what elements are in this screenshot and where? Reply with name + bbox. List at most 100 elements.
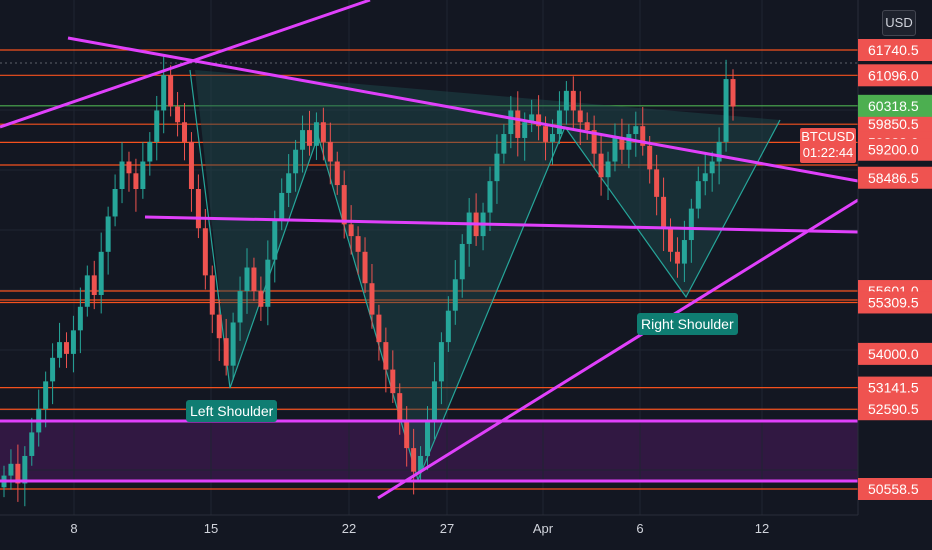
candle-body xyxy=(126,161,132,174)
candle-body xyxy=(362,251,368,284)
candle-body xyxy=(390,369,396,394)
candle-body xyxy=(279,192,285,221)
candle-body xyxy=(466,212,472,244)
candle-body xyxy=(626,134,632,150)
candle-body xyxy=(681,240,687,264)
annotation-right-shoulder[interactable]: Right Shoulder xyxy=(637,313,738,335)
candle-body xyxy=(716,141,722,162)
candle-body xyxy=(584,122,590,131)
y-tick-label: 59200.0 xyxy=(868,142,919,158)
candle-body xyxy=(43,381,49,409)
candle-body xyxy=(425,420,431,456)
candles xyxy=(1,55,736,507)
candle-body xyxy=(612,137,618,162)
candle-body xyxy=(306,130,312,146)
candle-body xyxy=(369,283,375,315)
price-level-tag xyxy=(858,398,932,421)
candle-body xyxy=(702,173,708,182)
candle-body xyxy=(175,106,181,123)
candle-body xyxy=(355,236,361,252)
support-resistance-lines xyxy=(0,49,858,490)
candle-body xyxy=(487,181,493,213)
pattern-fill xyxy=(195,70,780,480)
candle-body xyxy=(619,137,625,150)
price-level-tag xyxy=(858,291,932,314)
candle-body xyxy=(209,275,215,315)
candle-body xyxy=(77,306,83,331)
candle-body xyxy=(577,110,583,123)
candle-body xyxy=(119,161,125,189)
current-price-tag xyxy=(858,94,932,117)
candle-body xyxy=(237,291,243,323)
candle-body xyxy=(223,338,229,366)
candle-body xyxy=(272,220,278,260)
candle-body xyxy=(570,90,576,111)
y-tick-label: 54000.0 xyxy=(868,346,919,362)
candle-body xyxy=(418,455,424,472)
candle-body xyxy=(258,291,264,307)
currency-button[interactable]: USD xyxy=(882,10,916,36)
price-level-tag xyxy=(858,39,932,61)
candle-body xyxy=(543,126,549,142)
candle-body xyxy=(404,420,410,449)
candle-body xyxy=(633,126,639,135)
candle-body xyxy=(459,243,465,280)
candle-body xyxy=(161,75,167,111)
candle-body xyxy=(515,110,521,138)
candle-body xyxy=(251,267,257,292)
candle-body xyxy=(383,342,389,370)
y-tick-label: 53141.5 xyxy=(868,380,919,396)
candle-body xyxy=(8,463,14,476)
candle-body xyxy=(411,448,417,472)
neckline xyxy=(144,215,859,234)
candle-body xyxy=(84,275,90,307)
candle-body xyxy=(91,275,97,295)
y-tick-label: 61740.5 xyxy=(868,42,919,58)
candle-body xyxy=(730,79,736,107)
candle-body xyxy=(445,310,451,343)
candle-body xyxy=(529,114,535,123)
x-tick-label: 8 xyxy=(70,521,77,536)
candle-body xyxy=(286,173,292,193)
candle-body xyxy=(549,134,555,142)
candle-body xyxy=(376,314,382,343)
candle-body xyxy=(431,381,437,421)
candle-body xyxy=(709,161,715,174)
candle-body xyxy=(591,130,597,154)
trend-line-upper-left xyxy=(0,0,371,129)
candle-body xyxy=(688,208,694,241)
candle-body xyxy=(438,342,444,382)
candle-body xyxy=(536,114,542,127)
candle-body xyxy=(22,455,28,484)
time-axis[interactable] xyxy=(0,515,858,550)
x-tick-label: 12 xyxy=(755,521,769,536)
price-level-tag xyxy=(858,138,932,161)
price-axis-labels: 61740.561096.059850.559388.059200.058486… xyxy=(858,39,932,500)
annotation-left-shoulder[interactable]: Left Shoulder xyxy=(186,400,278,422)
y-tick-label: 59850.5 xyxy=(868,116,919,132)
candle-body xyxy=(133,173,139,189)
symbol-price-badge: BTCUSD 01:22:44 xyxy=(800,128,856,163)
candle-body xyxy=(140,161,146,189)
candle-body xyxy=(265,259,271,307)
candle-body xyxy=(147,141,153,162)
candle-body xyxy=(216,314,222,339)
price-level-tag xyxy=(858,64,932,87)
y-tick-label: 61096.0 xyxy=(868,67,919,83)
price-level-tag xyxy=(858,166,932,189)
candle-body xyxy=(674,251,680,264)
candle-body xyxy=(230,322,236,366)
candle-body xyxy=(313,122,319,146)
y-tick-label: 50558.5 xyxy=(868,481,919,497)
candle-body xyxy=(508,110,514,135)
candle-body xyxy=(70,330,76,354)
candle-body xyxy=(188,141,194,189)
candle-body xyxy=(723,79,729,142)
y-tick-label: 58486.5 xyxy=(868,170,919,186)
candle-body xyxy=(320,122,326,142)
candle-body xyxy=(300,130,306,150)
candle-body xyxy=(397,393,403,421)
candle-body xyxy=(15,463,21,484)
candle-body xyxy=(327,141,333,162)
